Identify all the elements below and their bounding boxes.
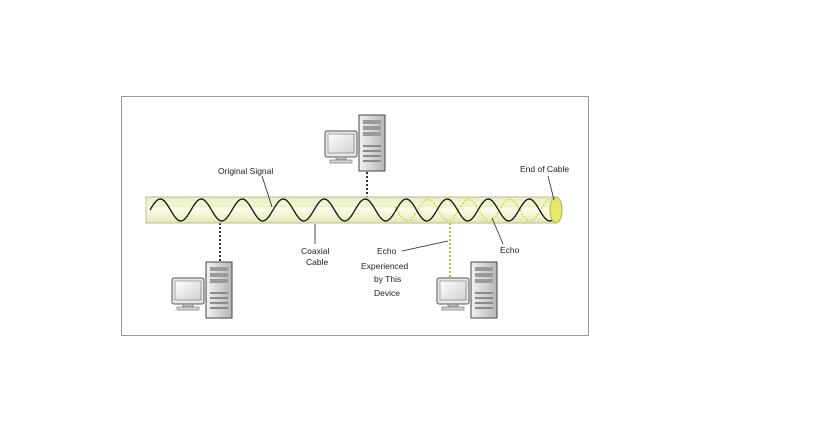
label-coaxial-line1: Coaxial bbox=[301, 246, 329, 256]
computer-top bbox=[324, 114, 386, 172]
label-original-signal: Original Signal bbox=[218, 166, 273, 176]
label-coaxial-line2: Cable bbox=[306, 257, 328, 267]
cable-end bbox=[549, 196, 563, 224]
leader-echo bbox=[491, 217, 504, 245]
label-end-of-cable: End of Cable bbox=[520, 164, 569, 174]
leader-echo-device bbox=[401, 240, 449, 252]
computer-bottom-right bbox=[436, 261, 498, 319]
label-echo: Echo bbox=[500, 245, 520, 255]
label-echo-device-line4: Device bbox=[374, 288, 400, 298]
leader-original-signal bbox=[261, 175, 273, 208]
leader-end-of-cable bbox=[547, 175, 555, 201]
label-echo-device-line1: Echo bbox=[377, 246, 397, 256]
original-signal-wave bbox=[149, 198, 553, 222]
label-echo-device-line3: by This bbox=[374, 274, 401, 284]
computer-bottom-left bbox=[171, 261, 233, 319]
coaxial-cable bbox=[145, 196, 563, 224]
label-echo-device-line2: Experienced bbox=[361, 261, 409, 271]
